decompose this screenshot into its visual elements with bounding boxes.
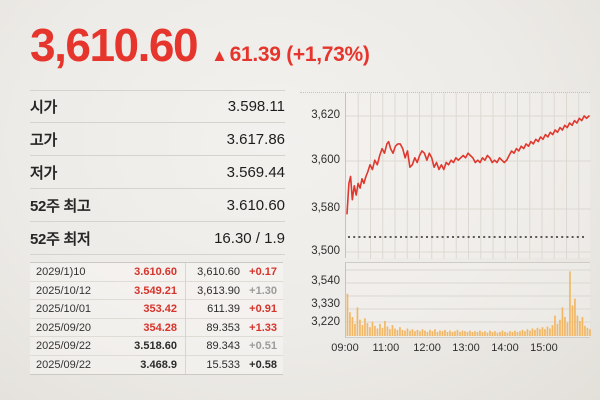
x-axis-label: 09:00 xyxy=(331,342,359,354)
summary-row: 52주 최고 3.610.60 xyxy=(30,189,285,222)
history-price: 3.610.60 xyxy=(118,263,186,282)
price-line xyxy=(346,115,590,215)
history-change: +0.58 xyxy=(249,358,277,371)
price-header: 3,610.60 ▲61.39 (+1,73%) xyxy=(30,18,370,72)
summary-label: 고가 xyxy=(30,131,58,149)
summary-label: 52주 최고 xyxy=(30,197,91,215)
x-axis-label: 11:00 xyxy=(372,342,400,354)
history-change: +1.30 xyxy=(249,284,277,297)
history-price: 353.42 xyxy=(118,300,186,319)
history-date: 2025/09/20 xyxy=(36,321,92,334)
summary-value: 3.617.86 xyxy=(226,130,285,148)
history-row: 2025/09/20 354.28 89.353 +1.33 xyxy=(30,318,283,337)
history-price: 3.518.60 xyxy=(118,337,186,356)
history-row: 2029/1)10 3.610.60 3,610.60 +0.17 xyxy=(30,263,283,282)
price-change: ▲61.39 (+1,73%) xyxy=(211,43,370,67)
y-axis-label: 3,220 xyxy=(311,316,340,328)
history-change: +0.91 xyxy=(249,303,277,316)
history-date: 2025/09/22 xyxy=(36,358,92,371)
history-value: 611.39 xyxy=(207,303,240,316)
price-line-chart[interactable] xyxy=(346,93,591,259)
history-value: 15.533 xyxy=(206,358,240,371)
history-price: 354.28 xyxy=(118,318,186,337)
summary-value: 3.598.11 xyxy=(227,98,285,115)
y-axis-label: 3,500 xyxy=(311,245,340,257)
summary-row: 저가 3.569.44 xyxy=(30,156,285,189)
summary-value: 16.30 / 1.9 xyxy=(214,229,285,247)
summary-value: 3.569.44 xyxy=(226,163,285,181)
history-change: +1.33 xyxy=(249,321,277,334)
history-row: 2025/09/22 3.468.9 15.533 +0.58 xyxy=(30,355,283,374)
time-axis: 09:00 11:00 12:00 13:00 14:00 15:00 xyxy=(300,342,590,358)
price-chart-panel: 3,620 3,600 3,580 3,500 xyxy=(300,92,591,259)
summary-label: 시가 xyxy=(30,99,58,116)
history-value: 89.343 xyxy=(206,340,240,353)
x-axis-label: 15:00 xyxy=(530,342,558,354)
up-arrow-icon: ▲ xyxy=(211,46,228,65)
history-value: 89.353 xyxy=(206,321,240,334)
history-date: 2029/1)10 xyxy=(36,266,86,279)
summary-row: 고가 3.617.86 xyxy=(30,123,285,156)
history-change: +0.17 xyxy=(249,266,277,279)
price-chart-plot[interactable] xyxy=(345,93,591,259)
history-date: 2025/10/12 xyxy=(36,284,92,297)
y-axis-label: 3,620 xyxy=(311,109,340,121)
x-axis-label: 13:00 xyxy=(452,342,480,354)
history-row: 2025/09/22 3.518.60 89.343 +0.51 xyxy=(30,337,283,356)
history-table: 2029/1)10 3.610.60 3,610.60 +0.17 2025/10/12… xyxy=(30,262,283,375)
volume-bar-chart[interactable] xyxy=(346,263,591,337)
summary-label: 52주 최저 xyxy=(30,230,91,248)
volume-chart-panel: 3,540 3,330 3,220 xyxy=(300,262,591,338)
summary-label: 저가 xyxy=(30,164,58,182)
y-axis-label: 3,330 xyxy=(311,298,340,310)
volume-chart-plot[interactable] xyxy=(345,262,591,338)
summary-row: 시가 3.598.11 xyxy=(30,90,285,123)
history-row: 2025/10/12 3.549.21 3,613.90 +1.30 xyxy=(30,281,283,300)
x-axis-label: 14:00 xyxy=(491,342,519,354)
history-price: 3.549.21 xyxy=(118,281,186,300)
history-price: 3.468.9 xyxy=(118,355,186,374)
y-axis-label: 3,580 xyxy=(311,202,340,214)
history-value: 3,613.90 xyxy=(197,284,240,297)
change-value: 61.39 xyxy=(229,43,281,66)
history-value: 3,610.60 xyxy=(197,266,240,279)
change-percent: (+1,73%) xyxy=(286,43,370,66)
summary-row: 52주 최저 16.30 / 1.9 xyxy=(30,222,285,255)
history-row: 2025/10/01 353.42 611.39 +0.91 xyxy=(30,300,283,319)
history-date: 2025/10/01 xyxy=(36,303,92,316)
history-date: 2025/09/22 xyxy=(36,340,92,353)
volume-bars xyxy=(346,271,591,336)
history-change: +0.51 xyxy=(249,340,277,353)
x-axis-label: 12:00 xyxy=(413,342,441,354)
y-axis-label: 3,600 xyxy=(311,154,340,166)
summary-value: 3.610.60 xyxy=(226,196,285,214)
summary-table: 시가 3.598.11 고가 3.617.86 저가 3.569.44 52주 최고 3.61… xyxy=(30,90,285,255)
y-axis-label: 3,540 xyxy=(311,275,340,287)
current-price: 3,610.60 xyxy=(30,19,199,71)
